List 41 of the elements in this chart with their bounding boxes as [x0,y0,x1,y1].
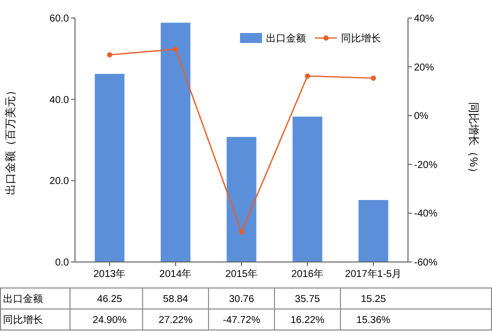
y2-tick-label: 20% [414,62,434,74]
data-label: 16.22% [290,315,325,326]
x-tick-label: 2014年 [159,268,192,280]
data-label: 27.22% [158,315,193,326]
data-label: 46.25 [97,294,123,305]
data-label: 24.90% [92,315,127,326]
point [172,46,178,52]
y2-tick-label: -20% [414,160,438,171]
point [107,52,112,58]
bar [358,200,388,262]
point [370,76,376,81]
x-tick-label: 2017年1-5月 [345,268,402,280]
bar [226,136,256,262]
bar [160,22,190,262]
x-tick-label: 2016年 [291,268,324,280]
legend-label: 出口金额 [266,32,306,44]
data-label: 58.84 [163,294,189,305]
point [238,229,244,235]
data-label: 15.36% [356,315,390,326]
data-label: 15.25 [360,294,386,305]
x-tick-label: 2015年 [225,268,258,280]
point [304,73,310,79]
y2-axis-title: 同比增长（%） [467,102,480,178]
legend-label: 同比增长 [341,32,381,44]
data-label: -47.72% [222,315,260,326]
y-axis-title: 出口金额（百万美元） [4,85,17,195]
text: 出口金额 [3,294,43,305]
y-tick-label: 20.0 [50,176,70,188]
bar [292,116,322,262]
y-tick-label: 60.0 [50,14,70,24]
y2-tick-label: -60% [414,258,438,268]
y2-tick-label: -40% [414,208,438,220]
bar [94,74,124,262]
text: 同比增长 [3,315,43,326]
y2-tick-label: 0% [414,111,429,122]
data-label: 30.76 [228,294,254,305]
y2-tick-label: 40% [414,14,434,24]
y-tick-label: 40.0 [50,94,70,106]
data-label: 35.75 [294,294,320,305]
y-tick-label: 0.0 [55,258,70,268]
x-tick-label: 2013年 [93,268,126,280]
